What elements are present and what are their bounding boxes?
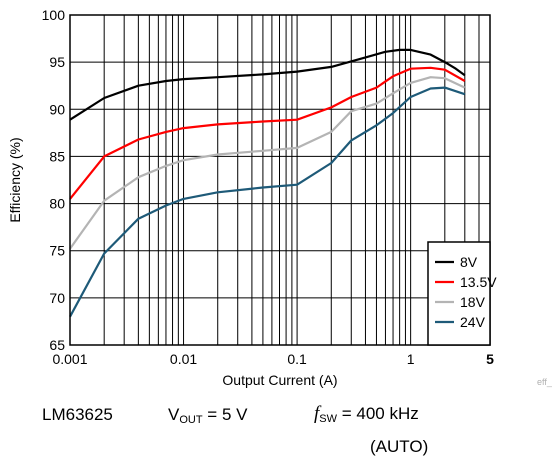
mode-label: (AUTO) (370, 437, 429, 456)
y-tick-label: 75 (49, 243, 65, 259)
series-line-1 (69, 66, 466, 200)
series-line-0 (69, 48, 466, 121)
legend-label: 18V (460, 294, 486, 310)
figure-tag: eff_ (537, 377, 553, 387)
fsw-symbol: f (314, 403, 320, 424)
x-axis-label: Output Current (A) (222, 372, 337, 388)
vout-subscript: OUT (179, 414, 203, 426)
y-tick-label: 70 (49, 290, 65, 306)
x-tick-label: 5 (486, 351, 494, 367)
x-tick-label: 0.001 (52, 351, 87, 367)
y-tick-label: 100 (42, 7, 66, 23)
series-line-2 (69, 76, 466, 250)
fsw-spec: fSW = 400 kHz (314, 403, 419, 425)
x-tick-label: 0.1 (287, 351, 307, 367)
x-tick-label: 1 (407, 351, 415, 367)
plot-frame (69, 14, 491, 346)
fsw-subscript: SW (319, 413, 338, 425)
series-lines (69, 48, 466, 318)
grid (70, 15, 490, 345)
device-name: LM63625 (42, 405, 113, 424)
fsw-value: = 400 kHz (337, 404, 419, 423)
legend-label: 13.5V (460, 274, 497, 290)
vout-value: = 5 V (202, 405, 248, 424)
y-tick-label: 95 (49, 54, 65, 70)
y-axis-label: Efficiency (%) (7, 137, 23, 222)
legend-label: 24V (460, 314, 486, 330)
series-line-3 (69, 86, 466, 318)
y-tick-label: 80 (49, 196, 65, 212)
legend: 8V 13.5V 18V 24V (427, 241, 497, 346)
vout-symbol: V (168, 405, 180, 424)
legend-label: 8V (460, 254, 478, 270)
y-tick-label: 65 (49, 337, 65, 353)
tick-labels: 0.001 0.01 0.1 1 5 65 70 75 80 85 90 95 100 (42, 7, 494, 367)
vout-spec: VOUT = 5 V (168, 405, 247, 426)
y-tick-label: 85 (49, 148, 65, 164)
legend-box (427, 241, 491, 346)
y-tick-label: 90 (49, 101, 65, 117)
x-tick-label: 0.01 (170, 351, 197, 367)
